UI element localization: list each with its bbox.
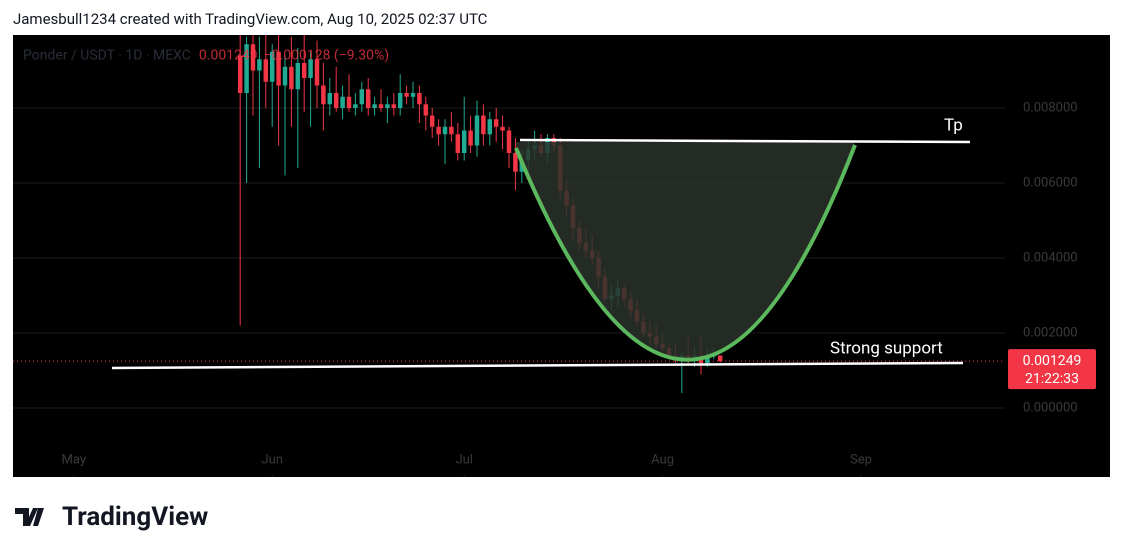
tp-line (519, 138, 971, 144)
legend-last: 0.001249 (199, 48, 258, 64)
candle-body (449, 126, 454, 135)
candle-body (429, 115, 435, 127)
cup-curve (514, 144, 857, 362)
candle-body (442, 126, 448, 135)
candle-body (423, 104, 429, 116)
candle-body (263, 59, 269, 82)
candle-body (295, 63, 301, 90)
candle-body (257, 59, 262, 71)
candle-body (487, 119, 493, 135)
candle-body (308, 59, 313, 79)
candle-body (365, 89, 371, 109)
candle-body (372, 104, 377, 109)
x-tick-label: Jun (261, 452, 283, 467)
legend-symbol: Ponder / USDT · 1D · MEXC (23, 48, 191, 64)
candle-body (404, 93, 409, 97)
last-price-label: 0.001249 (1023, 353, 1082, 369)
annotation-support: Strong support (830, 338, 943, 358)
candle-body (474, 115, 480, 146)
candle-body (436, 126, 441, 135)
candle-body (353, 104, 358, 109)
candle-body (500, 126, 505, 131)
y-axis: 0.000000 0.002000 0.004000 0.006000 0.008000… (1008, 100, 1096, 415)
y-tick-label: 0.004000 (1023, 250, 1078, 265)
x-tick-label: May (62, 452, 86, 467)
legend-change: −0.000128 (−9.30%) (264, 48, 389, 64)
y-tick-label: 0.002000 (1023, 325, 1078, 340)
candle-body (385, 104, 390, 109)
candle-body (244, 44, 249, 94)
brand-name: TradingView (62, 502, 208, 532)
header: Jamesbull1234 created with TradingView.c… (13, 10, 488, 28)
candle-body (717, 355, 723, 362)
candle-body (314, 59, 320, 86)
candle-body (461, 130, 467, 154)
candle-body (346, 96, 352, 109)
candle-body (327, 93, 333, 105)
y-tick-label: 0.008000 (1023, 100, 1078, 115)
candle-body (410, 93, 416, 97)
candle-body (321, 85, 326, 105)
countdown: 21:22:33 (1025, 371, 1079, 387)
candle-body (455, 134, 461, 154)
support-line (111, 361, 964, 370)
candle-body (551, 138, 557, 146)
candle-body (493, 119, 499, 127)
candle-body (276, 51, 281, 86)
candle-body (359, 89, 365, 105)
last-price-tag (1008, 349, 1096, 390)
x-tick-label: Sep (850, 452, 872, 467)
brand-logo (15, 508, 44, 526)
candle-body (513, 153, 518, 172)
y-tick-label: 0.000000 (1023, 400, 1078, 415)
candle-body (391, 104, 397, 109)
chart-background (13, 35, 1110, 477)
candle-body (378, 104, 384, 109)
y-tick-label: 0.006000 (1023, 175, 1078, 190)
candle-body (269, 51, 275, 82)
candle-body (468, 130, 473, 146)
candle-body (282, 66, 288, 86)
candle-body (301, 63, 307, 79)
candle-body (481, 115, 486, 135)
candle-body (397, 93, 403, 109)
candle-body (340, 96, 345, 109)
candle-body (705, 355, 710, 364)
candle-body (237, 55, 243, 94)
candle-body (250, 44, 256, 71)
x-tick-label: Jul (455, 452, 473, 467)
candle-body (289, 66, 294, 90)
candle-body (506, 130, 512, 154)
x-axis: May Jun Jul Aug Sep (62, 452, 872, 477)
annotation-tp: Tp (944, 115, 963, 135)
brand: TradingView (15, 502, 208, 532)
candle-body (417, 93, 422, 105)
legend: Ponder / USDT · 1D · MEXC 0.001249 −0.00… (23, 48, 389, 64)
candle-body (333, 93, 339, 109)
x-tick-label: Aug (651, 452, 674, 467)
